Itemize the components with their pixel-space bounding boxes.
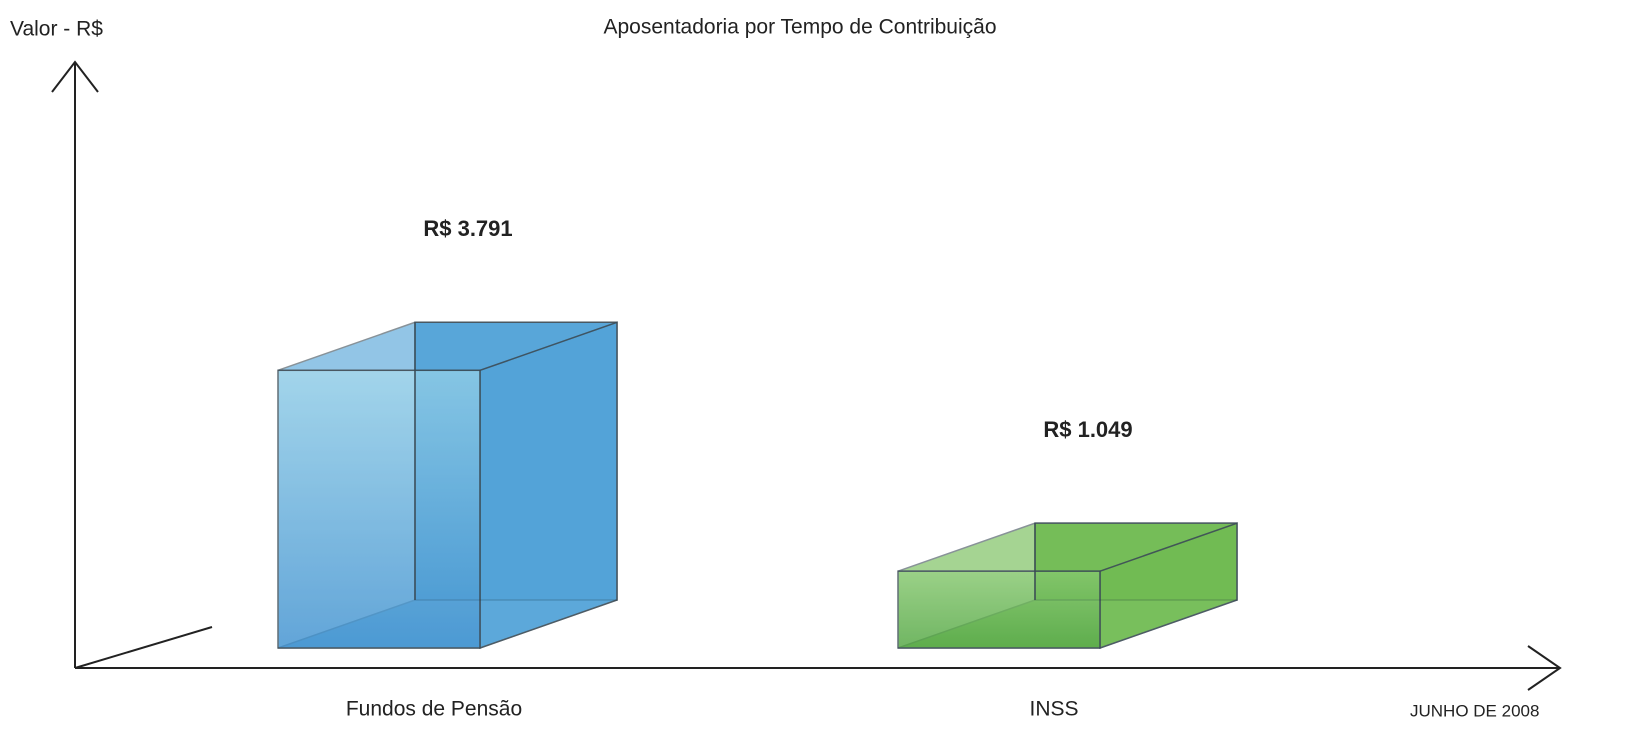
value-label: R$ 3.791 — [423, 216, 512, 241]
x-axis-arrow — [1527, 645, 1562, 691]
y-axis-label: Valor - R$ — [10, 18, 103, 41]
chart-title: Aposentadoria por Tempo de Contribuição — [603, 16, 996, 39]
annotation: JUNHO DE 2008 — [1410, 701, 1539, 720]
bar — [277, 321, 618, 650]
depth-axis — [74, 626, 213, 669]
bar-front — [897, 570, 1101, 649]
x-tick-label: INSS — [1029, 698, 1078, 721]
x-tick-label: Fundos de Pensão — [346, 698, 522, 721]
bar-side — [479, 321, 618, 650]
bar — [897, 522, 1238, 650]
bar-front — [277, 369, 481, 649]
y-axis-arrow — [51, 60, 99, 93]
value-label: R$ 1.049 — [1043, 417, 1132, 442]
